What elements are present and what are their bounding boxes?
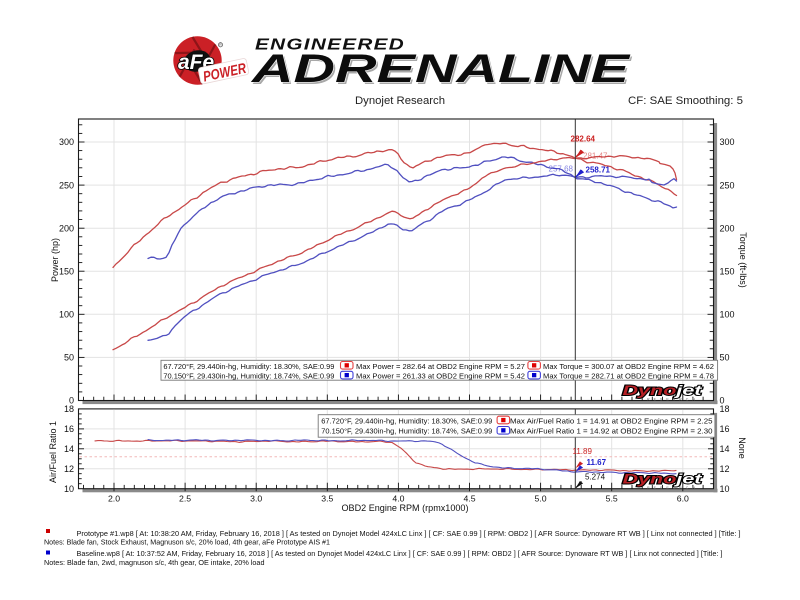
svg-text:ADRENALINE: ADRENALINE — [252, 49, 632, 93]
svg-text:2.5: 2.5 — [179, 493, 191, 503]
svg-text:Max Air/Fuel Ratio 1 = 14.91 a: Max Air/Fuel Ratio 1 = 14.91 at OBD2 Eng… — [510, 416, 713, 425]
svg-text:70.150°F, 29.430in-hg, Humidit: 70.150°F, 29.430in-hg, Humidity: 18.74%,… — [163, 372, 334, 381]
svg-text:0: 0 — [720, 396, 725, 406]
svg-text:3.5: 3.5 — [321, 493, 333, 503]
svg-text:300: 300 — [59, 137, 74, 147]
svg-text:2.0: 2.0 — [108, 493, 120, 503]
svg-text:4.0: 4.0 — [392, 493, 404, 503]
svg-text:Max Torque = 282.71 at OBD2 En: Max Torque = 282.71 at OBD2 Engine RPM =… — [543, 372, 714, 381]
svg-text:258.71: 258.71 — [586, 166, 611, 175]
svg-text:12: 12 — [64, 464, 74, 474]
svg-text:16: 16 — [64, 424, 74, 434]
svg-text:5.0: 5.0 — [535, 493, 547, 503]
svg-text:11.89: 11.89 — [573, 447, 593, 456]
svg-text:Dynojet Research: Dynojet Research — [355, 95, 445, 107]
svg-text:282.64: 282.64 — [571, 135, 596, 144]
svg-text:None: None — [737, 437, 747, 459]
svg-text:Notes: Blade fan, 2wd, magnuso: Notes: Blade fan, 2wd, magnuson s/c, 4th… — [44, 560, 265, 567]
svg-text:0: 0 — [69, 396, 74, 406]
svg-text:16: 16 — [720, 424, 730, 434]
svg-text:ADRENALINE: ADRENALINE — [251, 47, 631, 91]
svg-text:10: 10 — [64, 484, 74, 494]
svg-text:6.0: 6.0 — [677, 493, 689, 503]
svg-text:200: 200 — [720, 223, 735, 233]
svg-text:10: 10 — [720, 484, 730, 494]
svg-text:Max Power = 282.64 at OBD2 Eng: Max Power = 282.64 at OBD2 Engine RPM = … — [356, 362, 525, 371]
svg-text:150: 150 — [59, 266, 74, 276]
svg-text:18: 18 — [720, 404, 730, 414]
svg-text:100: 100 — [720, 310, 735, 320]
svg-text:4.5: 4.5 — [463, 493, 475, 503]
svg-text:250: 250 — [59, 180, 74, 190]
svg-text:50: 50 — [64, 353, 74, 363]
svg-text:Prototype #1.wp8 [ At: 10:38:2: Prototype #1.wp8 [ At: 10:38:20 AM, Frid… — [77, 531, 741, 538]
svg-text:5.5: 5.5 — [606, 493, 618, 503]
svg-text:18: 18 — [64, 404, 74, 414]
svg-text:100: 100 — [59, 310, 74, 320]
svg-text:Torque (ft-lbs): Torque (ft-lbs) — [738, 232, 748, 288]
svg-text:Power (hp): Power (hp) — [50, 238, 60, 282]
svg-text:150: 150 — [720, 266, 735, 276]
svg-text:RESEARCH: RESEARCH — [647, 486, 699, 490]
svg-text:50: 50 — [720, 353, 730, 363]
svg-text:257.68: 257.68 — [549, 165, 574, 174]
svg-text:3.0: 3.0 — [250, 493, 262, 503]
svg-text:250: 250 — [720, 180, 735, 190]
svg-text:11.67: 11.67 — [587, 458, 607, 467]
svg-text:Notes: Blade fan, Stock Exhaus: Notes: Blade fan, Stock Exhaust, Magnuso… — [44, 540, 330, 547]
svg-text:67.720°F, 29.440in-hg, Humidit: 67.720°F, 29.440in-hg, Humidity: 18.30%,… — [163, 362, 334, 371]
svg-text:12: 12 — [720, 464, 730, 474]
svg-text:R: R — [219, 43, 222, 47]
svg-text:Baseline.wp8 [ At: 10:37:52 AM: Baseline.wp8 [ At: 10:37:52 AM, Friday, … — [77, 551, 723, 558]
svg-text:5.274: 5.274 — [585, 473, 606, 482]
svg-text:14: 14 — [720, 444, 730, 454]
svg-text:200: 200 — [59, 223, 74, 233]
svg-text:67.720°F, 29.440in-hg, Humidit: 67.720°F, 29.440in-hg, Humidity: 18.30%,… — [321, 416, 492, 425]
svg-text:Dynojet: Dyno jet — [623, 383, 703, 398]
svg-text:14: 14 — [64, 444, 74, 454]
svg-text:281.47: 281.47 — [583, 152, 608, 161]
svg-text:300: 300 — [720, 137, 735, 147]
svg-text:ENGINEERED: ENGINEERED — [255, 37, 405, 54]
svg-text:Max Torque = 300.07 at OBD2 En: Max Torque = 300.07 at OBD2 Engine RPM =… — [543, 362, 714, 371]
svg-text:70.150°F, 29.430in-hg, Humidit: 70.150°F, 29.430in-hg, Humidity: 18.74%,… — [321, 427, 492, 436]
svg-text:Max Air/Fuel Ratio 1 = 14.92 a: Max Air/Fuel Ratio 1 = 14.92 at OBD2 Eng… — [510, 427, 713, 436]
svg-text:Air/Fuel Ratio 1: Air/Fuel Ratio 1 — [48, 421, 58, 483]
svg-text:RESEARCH: RESEARCH — [647, 398, 699, 402]
svg-text:OBD2 Engine RPM (rpmx1000): OBD2 Engine RPM (rpmx1000) — [342, 503, 469, 513]
svg-text:CF: SAE Smoothing: 5: CF: SAE Smoothing: 5 — [628, 95, 743, 107]
svg-text:Max Power = 261.33 at OBD2 Eng: Max Power = 261.33 at OBD2 Engine RPM = … — [356, 372, 525, 381]
svg-text:Dynojet: Dyno jet — [623, 471, 703, 486]
